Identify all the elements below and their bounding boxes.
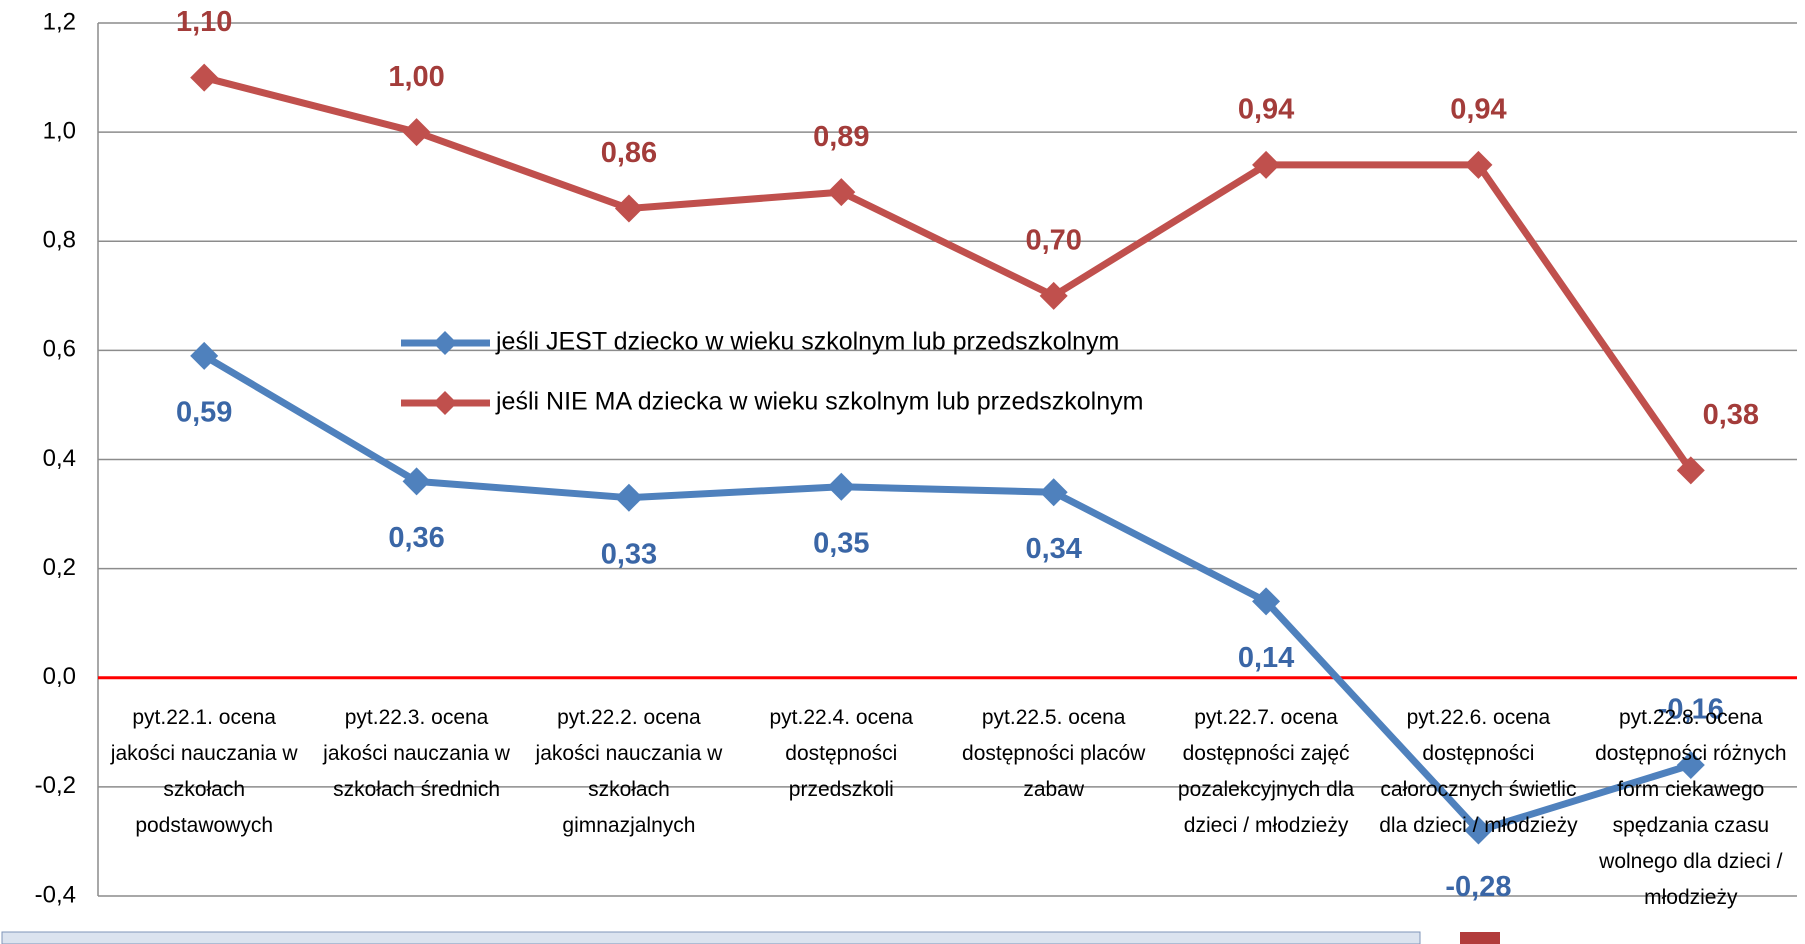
point-marker <box>1252 150 1281 179</box>
y-tick-label: 0,4 <box>43 445 76 472</box>
data-label: 0,59 <box>176 396 232 428</box>
x-tick-label: pyt.22.2. ocena jakości nauczania w szko… <box>535 705 723 837</box>
legend-label: jeśli JEST dziecko w wieku szkolnym lub … <box>495 328 1119 356</box>
point-marker <box>190 341 219 370</box>
x-tick-label: pyt.22.3. ocena jakości nauczania w szko… <box>323 705 510 801</box>
legend-marker <box>433 391 457 415</box>
data-label: -0,16 <box>1658 694 1724 726</box>
series-line <box>202 352 1692 835</box>
data-label: 0,86 <box>601 137 657 169</box>
point-marker <box>827 472 856 501</box>
data-label: 0,33 <box>601 538 657 570</box>
legend-marker <box>433 331 457 355</box>
x-tick-label: pyt.22.7. ocena dostępności zajęć pozale… <box>1177 705 1355 837</box>
data-label: 0,14 <box>1238 642 1294 674</box>
data-label: 0,89 <box>813 121 869 153</box>
data-label: 0,94 <box>1238 94 1294 126</box>
data-label: 0,70 <box>1025 224 1081 256</box>
point-marker <box>1676 456 1705 485</box>
legend-label: jeśli NIE MA dziecka w wieku szkolnym lu… <box>495 388 1143 416</box>
point-marker <box>1039 281 1068 310</box>
data-label: -0,28 <box>1445 871 1511 903</box>
x-tick-label: pyt.22.6. ocena dostępności całorocznych… <box>1379 705 1578 837</box>
point-marker <box>402 118 431 147</box>
data-label: 1,00 <box>388 61 444 93</box>
series-line <box>203 74 1694 473</box>
x-tick-label: pyt.22.1. ocena jakości nauczania w szko… <box>110 705 298 837</box>
point-marker <box>402 467 431 496</box>
point-marker <box>1252 587 1281 616</box>
point-marker <box>614 194 643 223</box>
data-label: 0,94 <box>1450 94 1506 126</box>
y-tick-label: 1,2 <box>43 8 76 35</box>
x-tick-label: pyt.22.8. ocena dostępności różnych form… <box>1595 705 1787 909</box>
point-marker <box>1464 150 1493 179</box>
x-tick-label: pyt.22.5. ocena dostępności placów zabaw <box>962 705 1146 801</box>
y-tick-label: 0,6 <box>43 336 76 363</box>
bottom-strip <box>1 931 1421 944</box>
bottom-marker <box>1460 932 1500 944</box>
y-tick-label: 0,2 <box>43 554 76 581</box>
point-marker <box>614 483 643 512</box>
point-marker <box>1039 478 1068 507</box>
y-tick-label: 1,0 <box>43 117 76 144</box>
x-tick-label: pyt.22.4. ocena dostępności przedszkoli <box>769 705 914 801</box>
point-marker <box>1464 816 1493 845</box>
y-tick-label: -0,2 <box>35 772 76 799</box>
point-marker <box>190 63 219 92</box>
data-label: 0,34 <box>1025 533 1081 565</box>
data-label: 1,10 <box>176 6 232 38</box>
data-label: 0,36 <box>388 522 444 554</box>
data-label: 0,35 <box>813 527 869 559</box>
point-marker <box>827 178 856 207</box>
y-tick-label: 0,0 <box>43 663 76 690</box>
point-marker <box>1676 751 1705 780</box>
y-tick-label: -0,4 <box>35 881 76 908</box>
y-tick-label: 0,8 <box>43 227 76 254</box>
data-label: 0,38 <box>1703 399 1759 431</box>
